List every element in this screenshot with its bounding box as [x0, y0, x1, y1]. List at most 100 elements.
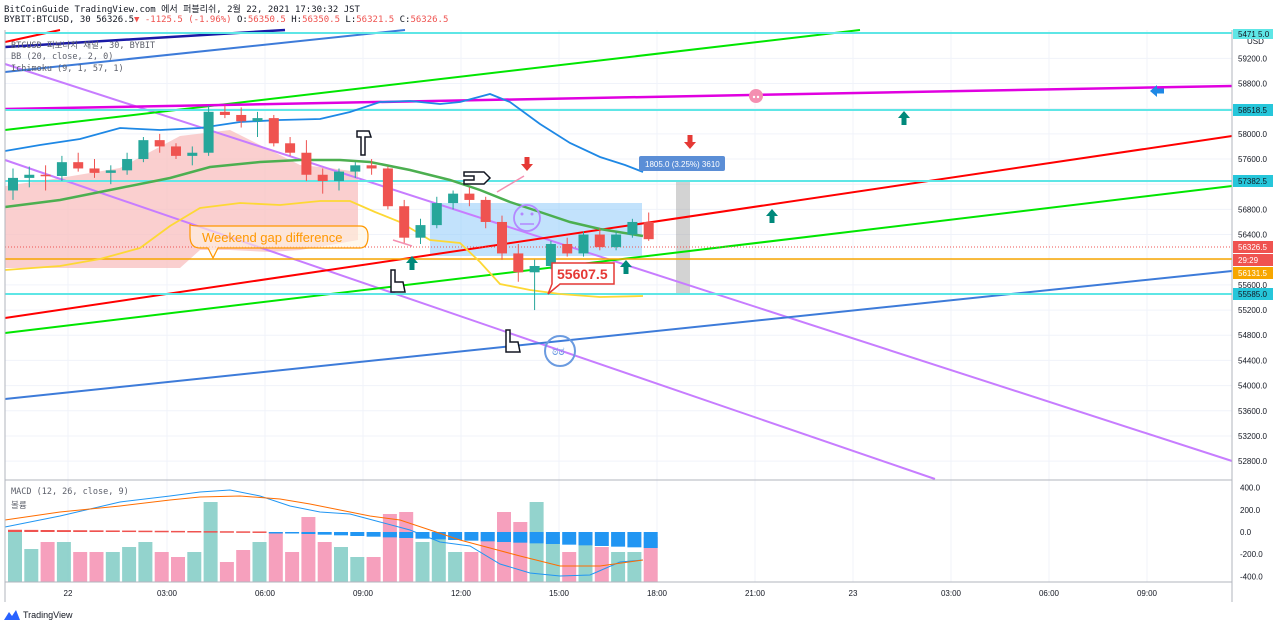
arrow-up-icon: [406, 256, 418, 270]
arrow-up-icon: [898, 111, 910, 125]
time-tick: 15:00: [549, 589, 570, 598]
legend-volume[interactable]: 볼륨: [11, 501, 27, 511]
macd-bar: [285, 532, 300, 534]
price-badge-bg: [1233, 104, 1273, 116]
macd-bar: [187, 531, 202, 533]
price-badge-bg: [1233, 288, 1273, 300]
legend-bb[interactable]: BB (20, close, 2, 0): [11, 52, 114, 62]
volume-bar: [317, 542, 332, 582]
blue-trendline-upper: [4, 29, 406, 73]
volume-bar: [643, 537, 658, 582]
candle-body: [399, 206, 410, 238]
candle-body: [236, 114, 247, 122]
time-axis: 22 03:00 06:00 09:00 12:00 15:00 18:00 21:00 23 0…: [64, 589, 1158, 598]
pink-arrow-line: [392, 239, 413, 247]
macd-bar: [627, 532, 642, 548]
time-tick: 18:00: [647, 589, 668, 598]
ohlc-close-label: C:: [399, 15, 411, 25]
hand-pointer-icon: [505, 329, 521, 353]
time-tick: 23: [849, 589, 858, 598]
candle: [8, 168, 18, 200]
candle: [578, 231, 589, 257]
macd-bar: [480, 532, 495, 542]
volume-bar: [350, 557, 365, 582]
time-tick: 09:00: [353, 589, 374, 598]
volume-bar: [8, 532, 22, 582]
candle-body: [268, 118, 279, 144]
ohlc-open: 56350.5: [247, 15, 286, 25]
volume-bar: [138, 542, 153, 582]
price-badge-text: 56131.5: [1238, 269, 1267, 278]
change-text: ▼ -1125.5 (-1.96%): [134, 15, 232, 25]
volume-bar: [497, 512, 511, 582]
macd-bar: [219, 531, 234, 533]
title-text: BitCoinGuide TradingView.com 에서 퍼블리쉬, 2월…: [4, 5, 360, 15]
candle-body: [578, 234, 589, 254]
candle: [350, 162, 361, 178]
volume-bar: [448, 552, 463, 582]
legend-ichimoku[interactable]: Ichimoku (9, 1, 57, 1): [11, 64, 124, 74]
macd-bar: [545, 532, 560, 544]
volume-bar: [122, 547, 137, 582]
macd-bar: [301, 532, 316, 534]
candle: [431, 196, 442, 229]
candle: [317, 168, 328, 194]
macd-bar: [40, 530, 55, 532]
candle-body: [301, 152, 312, 175]
candle: [171, 143, 181, 160]
violet-channel-upper: [4, 63, 1233, 462]
volume-bar: [562, 552, 577, 582]
candle: [448, 190, 459, 210]
price-tick: 59200.0: [1238, 54, 1267, 63]
bb-upper: [4, 93, 644, 173]
macd-bar: [382, 532, 397, 538]
time-tick: 03:00: [941, 589, 962, 598]
volume-bar: [40, 542, 55, 582]
weekend-gap-text: Weekend gap difference: [202, 230, 342, 245]
signal-line: [4, 495, 644, 567]
measure-range: [676, 180, 690, 293]
legend-fib-channel[interactable]: BTCUSD 피보나치 채널, 30, BYBIT: [11, 41, 156, 51]
macd-bar: [464, 532, 479, 541]
brand-text: TradingView: [23, 610, 73, 620]
tradingview-brand[interactable]: TradingView: [4, 610, 73, 620]
ohlc-low: 56321.5: [356, 15, 395, 25]
price-badge-text: 55585.0: [1238, 290, 1267, 299]
macd-bar: [203, 531, 218, 533]
price-badge-text: 58518.5: [1238, 106, 1267, 115]
chart-publish-title: BitCoinGuide TradingView.com 에서 퍼블리쉬, 2월…: [4, 2, 360, 15]
ohlc-open-label: O:: [237, 15, 248, 25]
candle-body: [415, 225, 426, 238]
dizzy-face-icon: ಠಠ: [544, 335, 576, 367]
measure-label: 1805.0 (3.25%) 3610: [639, 156, 725, 171]
magenta-line: [4, 84, 1233, 111]
candle-body: [89, 168, 100, 173]
macd-bar: [268, 532, 283, 534]
volume-bar: [464, 552, 479, 582]
candle-body: [203, 111, 214, 153]
candle: [480, 196, 491, 229]
candle-body: [529, 266, 540, 273]
candle: [464, 187, 475, 207]
candle-body: [24, 174, 35, 178]
price-badge: 56326.5: [1233, 241, 1273, 253]
candle: [382, 166, 393, 210]
volume-bar: [334, 547, 348, 582]
candle-body: [285, 143, 296, 153]
volume-bar: [219, 562, 234, 582]
macd-bar: [366, 532, 381, 537]
volume-bar: [431, 532, 446, 582]
candle-body: [122, 159, 133, 171]
top-badge: 5471 5.0: [1238, 30, 1270, 39]
volume-bar: [545, 537, 560, 582]
neutral-face-icon: [513, 204, 541, 232]
candle-body: [56, 162, 67, 177]
macd-bar: [594, 532, 609, 546]
legend-macd[interactable]: MACD (12, 26, close, 9): [11, 487, 129, 497]
price-badge-bg: [1233, 175, 1273, 187]
price-badge-text: 29:29: [1238, 256, 1259, 265]
price-tick: 58800.0: [1238, 79, 1267, 88]
macd-line: [4, 489, 644, 577]
macd-bar: [529, 532, 544, 544]
